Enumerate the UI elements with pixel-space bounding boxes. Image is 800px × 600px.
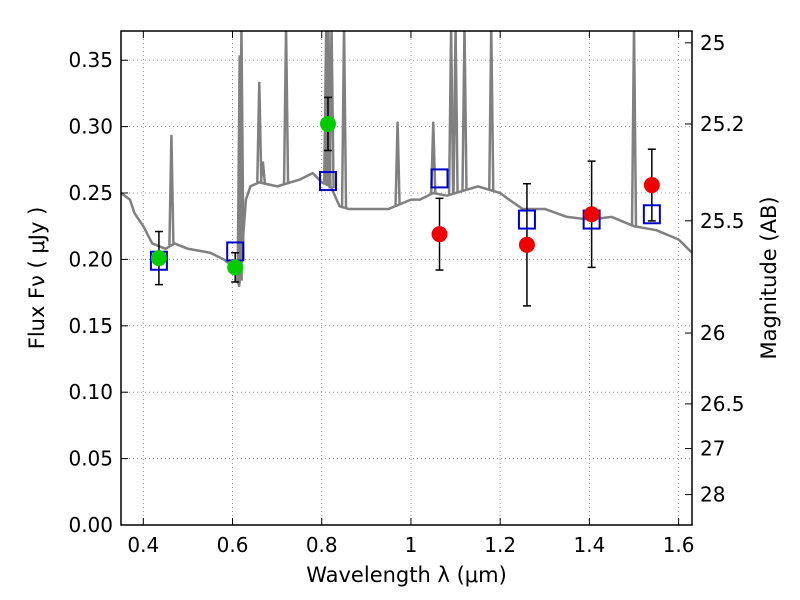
right-tick-label: 25	[700, 31, 725, 55]
sed-continuum-line	[121, 171, 692, 288]
sed-emission-line	[630, 31, 638, 227]
right-tick-label: 25.2	[700, 112, 745, 136]
right-tick-label: 26	[700, 321, 725, 345]
x-tick-label: 1.2	[484, 533, 516, 557]
x-tick-label: 0.4	[127, 533, 159, 557]
nir-data-point	[431, 226, 448, 243]
y-tick-label: 0.05	[68, 447, 113, 471]
x-tick-label: 1.4	[573, 533, 605, 557]
nir-data-point	[643, 177, 660, 194]
right-tick-label: 28	[700, 483, 725, 507]
axis-ticks: 0.4 0.6 0.8 1 1.2 1.4 1.6 0.00 0.05 0.10 0.15 0.20 0…	[68, 31, 744, 557]
sed-emission-line	[259, 161, 267, 184]
model-photometry-square	[430, 168, 449, 189]
x-axis-title: Wavelength λ (μm)	[306, 563, 507, 587]
x-tick-label: 0.6	[217, 533, 249, 557]
y-tick-label: 0.35	[68, 48, 113, 72]
sed-emission-line	[168, 134, 175, 246]
sed-emission-line	[328, 31, 335, 189]
sed-emission-line	[452, 31, 459, 194]
y-tick-label: 0.20	[68, 247, 113, 271]
sed-emission-line	[282, 31, 290, 184]
sed-emission-line	[256, 81, 263, 183]
sed-emission-line	[447, 31, 455, 195]
y-tick-label: 0.30	[68, 115, 113, 139]
right-tick-label: 25.5	[700, 209, 745, 233]
right-axis-title: Magnitude (AB)	[757, 196, 781, 359]
sed-emission-line	[394, 121, 401, 206]
sed-emission-line	[461, 31, 468, 191]
optical-data-point	[150, 250, 167, 267]
model-spectrum	[121, 31, 692, 288]
y-axis-title: Flux Fν ( μJy )	[25, 207, 49, 350]
x-tick-label: 1.6	[663, 533, 695, 557]
y-tick-label: 0.00	[68, 513, 113, 537]
optical-data-point	[227, 259, 244, 276]
y-tick-label: 0.10	[68, 380, 113, 404]
sed-emission-line	[488, 31, 495, 191]
y-tick-label: 0.25	[68, 181, 113, 205]
y-tick-label: 0.15	[68, 314, 113, 338]
grid-lines	[121, 31, 692, 526]
x-tick-label: 1	[405, 533, 418, 557]
nir-data-point	[583, 206, 600, 223]
model-photometry-square	[318, 171, 337, 192]
sed-emission-line	[238, 31, 245, 260]
right-tick-label: 26.5	[700, 392, 745, 416]
x-tick-label: 0.8	[306, 533, 338, 557]
right-tick-label: 27	[700, 437, 725, 461]
nir-data-point	[518, 236, 535, 253]
sed-emission-line	[340, 31, 348, 208]
plot-frame	[120, 30, 693, 526]
model-photometry-square	[642, 204, 661, 225]
model-photometry-square	[517, 209, 536, 230]
optical-data-point	[319, 115, 336, 132]
photometry-markers	[149, 96, 661, 307]
